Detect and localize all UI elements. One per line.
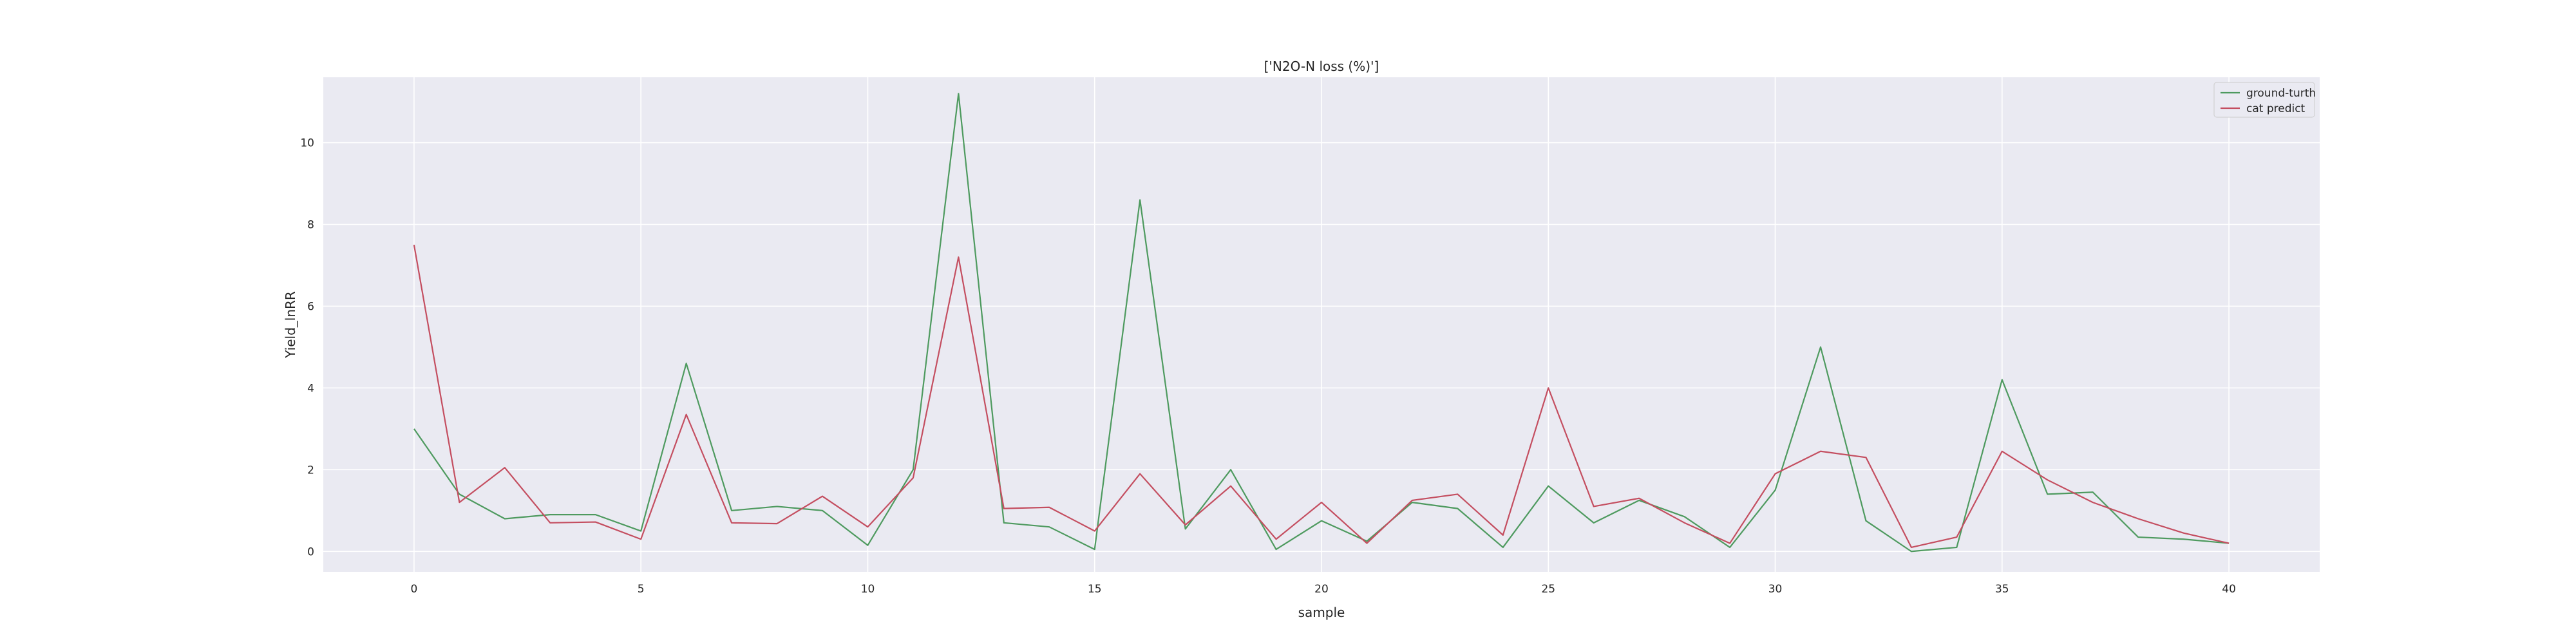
x-axis-label: sample [1298,605,1345,620]
y-axis-label: Yield_lnRR [283,291,298,359]
series-layer [413,93,2230,553]
x-tick-label: 35 [1995,583,2009,596]
chart-title: ['N2O-N loss (%)'] [1264,59,1379,74]
x-tick-label: 20 [1314,583,1329,596]
y-tick-label: 10 [300,137,314,150]
series-line-ground-turth [413,93,2230,553]
legend: ground-turth cat predict [2213,82,2316,118]
y-tick-label: 4 [307,382,314,395]
grid-lines [323,77,2320,572]
x-tick-label: 25 [1541,583,1555,596]
y-tick-label: 6 [307,300,314,313]
x-tick-label: 30 [1768,583,1783,596]
y-axis-ticks: 0 2 4 6 8 10 [300,137,314,559]
y-tick-label: 2 [307,464,314,477]
x-tick-label: 5 [638,583,645,596]
x-tick-label: 0 [410,583,417,596]
x-tick-label: 15 [1088,583,1102,596]
y-tick-label: 8 [307,218,314,231]
series-line-cat-predict [413,245,2230,549]
x-axis-ticks: 0 5 10 15 20 25 30 35 40 [410,583,2235,596]
legend-label: ground-turth [2246,87,2316,100]
x-tick-label: 10 [861,583,875,596]
y-tick-label: 0 [307,545,314,558]
legend-label: cat predict [2246,102,2306,115]
x-tick-label: 40 [2222,583,2236,596]
